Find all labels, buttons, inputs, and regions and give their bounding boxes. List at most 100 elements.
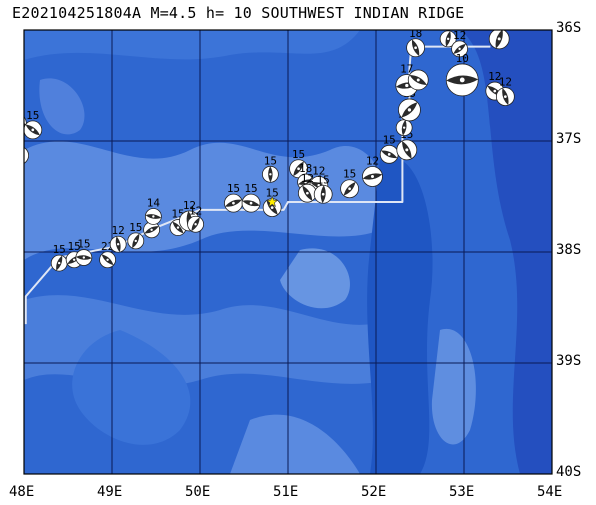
mechanism-label: 15	[7, 99, 20, 112]
mechanism-label: 15	[266, 187, 279, 200]
beachball-center	[304, 180, 307, 184]
mechanism-label: 15	[77, 238, 90, 251]
focal-mechanism: 15	[261, 154, 279, 183]
focal-mechanism: 15	[313, 173, 333, 204]
mechanism-label: 12	[366, 155, 379, 168]
mechanism-label: 14	[147, 196, 161, 209]
focal-mechanism: 15	[379, 133, 399, 164]
beachball-center	[502, 20, 504, 22]
beachball-center	[150, 228, 153, 231]
event-star-icon	[266, 195, 279, 208]
mechanism-label: 12	[453, 29, 466, 42]
beachball-center	[321, 192, 325, 196]
focal-mechanism: 15	[241, 182, 261, 213]
beachball-center	[72, 258, 76, 261]
beachball-center	[504, 95, 507, 98]
mechanism-label: 17	[400, 63, 413, 76]
mechanism-label: 15	[26, 109, 39, 122]
beachball-center	[31, 128, 35, 132]
beachball-center	[194, 223, 197, 226]
lon-tick-48: 48E	[9, 484, 35, 500]
beachball-center	[297, 167, 300, 171]
focal-mechanism: 12	[451, 29, 469, 58]
beachball-center	[116, 243, 120, 246]
focal-mechanism: 15	[496, 1, 512, 29]
beachball-center	[82, 256, 86, 259]
beachball-center	[414, 46, 417, 50]
beachball-center	[459, 77, 465, 83]
lat-tick-37: 37S	[556, 131, 582, 147]
focal-mechanism: 12	[488, 17, 510, 50]
beachball-compressional-quadrant	[15, 146, 25, 165]
mechanism-label: 10	[456, 52, 469, 65]
mechanism-label: 15	[244, 182, 257, 195]
mechanism-label: 13	[442, 19, 455, 32]
mechanism-label: 15	[68, 240, 81, 253]
focal-mechanism: 15	[75, 238, 93, 266]
beachball-center	[458, 47, 461, 51]
lon-tick-52: 52E	[361, 484, 387, 500]
mechanism-label: 18	[409, 27, 422, 40]
beachball-compressional-quadrant	[24, 123, 27, 126]
focal-mechanism: 15	[24, 109, 43, 140]
focal-mechanism: 12	[187, 204, 205, 233]
beachball-center	[446, 37, 450, 41]
mechanism-label: 12	[301, 172, 314, 185]
focal-mechanism: 15	[127, 221, 145, 250]
beachball-center	[152, 215, 155, 218]
lat-tick-40: 40S	[556, 464, 582, 480]
mechanism-label: 12	[189, 204, 202, 217]
focal-mechanism: 14	[144, 196, 162, 225]
mechanism-label: 12	[493, 17, 506, 30]
beachball-center	[407, 108, 412, 112]
focal-mechanism: 12	[495, 76, 515, 106]
mechanism-label: 15	[53, 243, 66, 256]
beachball-center	[106, 258, 109, 261]
graticule	[24, 30, 552, 474]
mechanism-label: 15	[129, 221, 142, 234]
beachball-center	[18, 154, 21, 157]
focal-mechanism	[407, 69, 429, 91]
beachball-circle	[24, 116, 27, 133]
focal-mechanism: 18	[406, 27, 426, 58]
focal-mechanism: 10	[445, 52, 479, 97]
mechanism-label: 15	[317, 173, 330, 186]
beachball-circle	[496, 13, 512, 29]
mechanism-label: 12	[183, 199, 196, 212]
mechanism-label: 15	[264, 154, 277, 167]
focal-mechanisms: 1515151515221215121415121215151515151812…	[7, 1, 515, 272]
beachball-center	[11, 122, 15, 126]
beachball-center	[176, 226, 180, 229]
lon-tick-50: 50E	[185, 484, 211, 500]
mechanism-label: 12	[488, 70, 501, 83]
mechanism-label: 15	[343, 168, 356, 181]
lat-tick-38: 38S	[556, 242, 582, 258]
focal-mechanism: 15	[224, 182, 243, 213]
lat-tick-39: 39S	[556, 353, 582, 369]
focal-mechanism: 12	[109, 224, 127, 253]
mechanism-label: 12	[312, 164, 325, 177]
focal-mechanism: 13	[439, 19, 457, 48]
beachball-center	[493, 89, 497, 93]
focal-mechanism: 15	[7, 99, 27, 133]
focal-mechanism: 15	[50, 243, 68, 272]
map-frame	[23, 29, 553, 475]
lon-tick-49: 49E	[97, 484, 123, 500]
focal-mechanism: 12	[362, 155, 383, 187]
beachball-center	[348, 187, 351, 191]
beachball-center	[370, 175, 374, 179]
mechanism-label: 15	[227, 182, 240, 195]
mechanism-label: 18	[299, 162, 312, 175]
lon-tick-53: 53E	[449, 484, 475, 500]
focal-mechanism: 12	[485, 70, 505, 101]
mechanism-label: 15	[383, 133, 396, 146]
lon-tick-51: 51E	[273, 484, 299, 500]
beachball-center	[405, 83, 409, 88]
beachball-center	[270, 206, 274, 209]
beachball-center	[387, 152, 391, 156]
beachball-center	[232, 201, 235, 205]
mechanism-label: 12	[499, 76, 512, 89]
map-title: E202104251804A M=4.5 h= 10 SOUTHWEST IND…	[12, 4, 465, 22]
beachball-center	[58, 261, 61, 265]
